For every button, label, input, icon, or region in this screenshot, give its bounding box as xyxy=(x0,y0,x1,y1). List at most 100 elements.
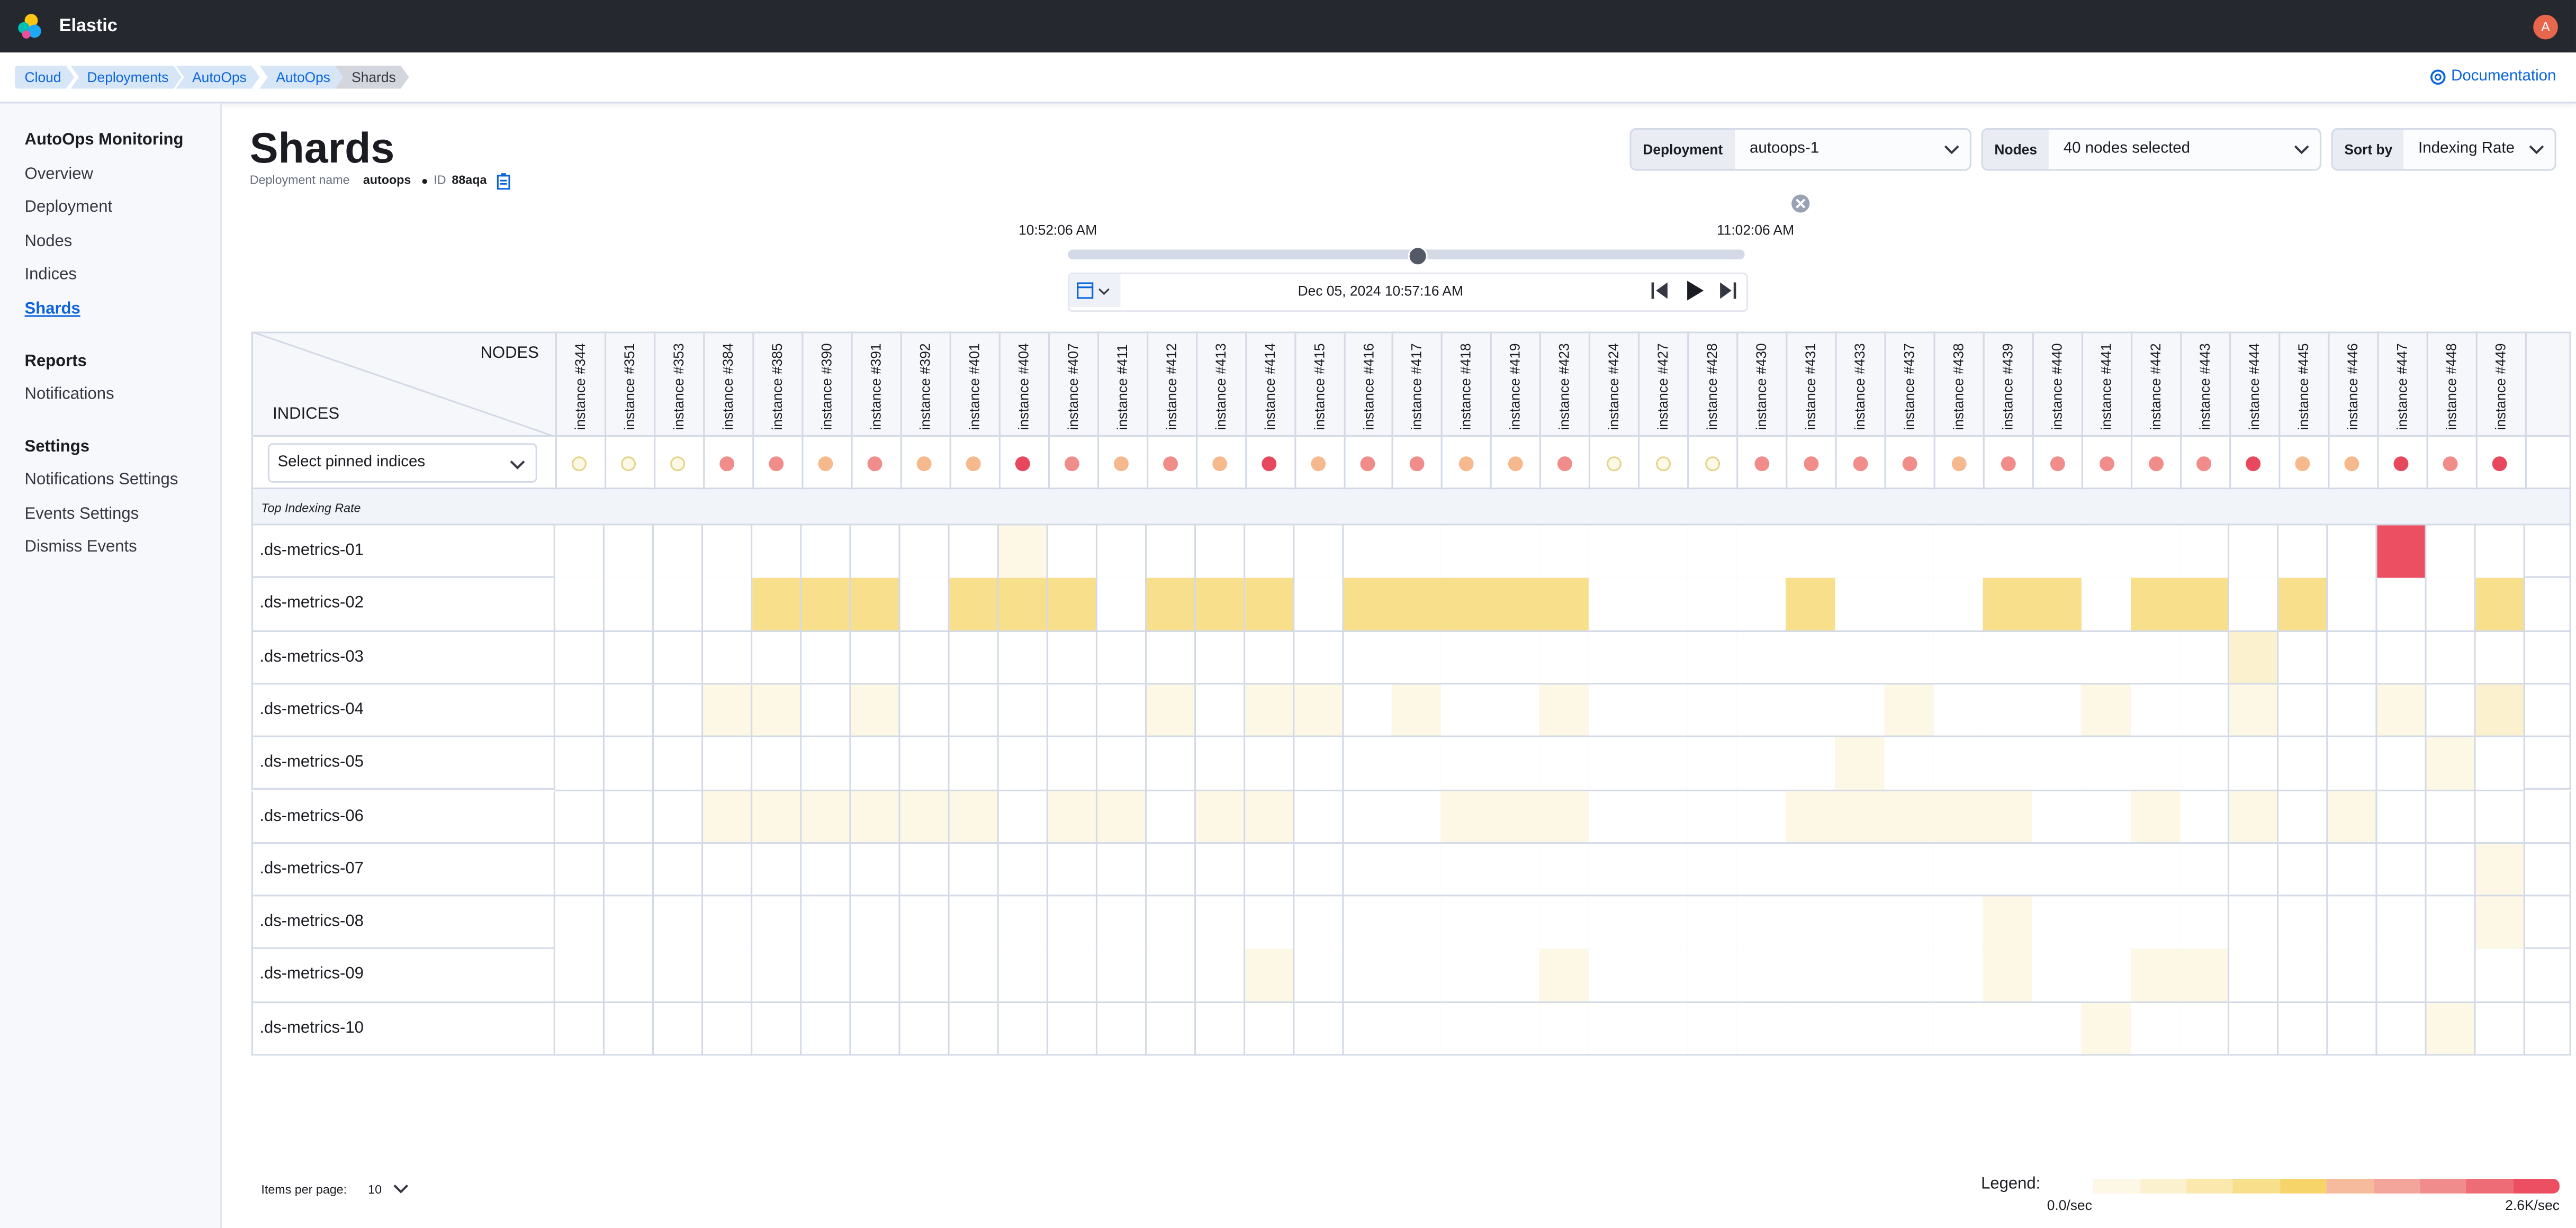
heat-cell[interactable] xyxy=(2082,525,2132,579)
heat-cell[interactable] xyxy=(1638,737,1689,791)
heat-cell[interactable] xyxy=(1392,843,1443,897)
heat-cell[interactable] xyxy=(1934,1003,1984,1057)
heat-cell[interactable] xyxy=(2278,631,2329,685)
heat-cell[interactable] xyxy=(1195,684,1246,738)
heat-cell[interactable] xyxy=(1638,525,1689,579)
heat-cell[interactable] xyxy=(555,631,606,685)
heat-cell[interactable] xyxy=(1293,578,1344,632)
heat-cell[interactable] xyxy=(604,843,655,897)
heat-cell[interactable] xyxy=(998,843,1049,897)
heat-cell[interactable] xyxy=(1491,684,1541,738)
heat-cell[interactable] xyxy=(801,790,852,844)
heat-cell[interactable] xyxy=(801,684,852,738)
heat-cell[interactable] xyxy=(1786,1003,1836,1057)
heat-cell[interactable] xyxy=(899,684,950,738)
heat-cell[interactable] xyxy=(2229,896,2280,950)
heat-cell[interactable] xyxy=(1688,525,1738,579)
heat-cell[interactable] xyxy=(653,578,704,632)
heat-cell[interactable] xyxy=(801,843,852,897)
heat-cell[interactable] xyxy=(850,684,901,738)
heat-cell[interactable] xyxy=(801,525,852,579)
heat-cell[interactable] xyxy=(1244,525,1295,579)
sidebar-item[interactable]: Shards xyxy=(24,300,80,319)
breadcrumb[interactable]: AutoOps xyxy=(259,66,344,88)
heat-cell[interactable] xyxy=(2082,1003,2132,1057)
heat-cell[interactable] xyxy=(1343,525,1393,579)
heat-cell[interactable] xyxy=(801,737,852,791)
heat-cell[interactable] xyxy=(2180,1003,2230,1057)
heat-cell[interactable] xyxy=(1195,896,1246,950)
heat-cell[interactable] xyxy=(2426,949,2476,1004)
heat-cell[interactable] xyxy=(1442,631,1492,685)
heat-cell[interactable] xyxy=(1934,684,1984,738)
heat-cell[interactable] xyxy=(2426,1003,2476,1057)
heat-cell[interactable] xyxy=(2328,843,2378,897)
heat-cell[interactable] xyxy=(1688,896,1738,950)
heat-cell[interactable] xyxy=(1885,843,1935,897)
heat-cell[interactable] xyxy=(1885,737,1935,791)
heat-cell[interactable] xyxy=(604,684,655,738)
heat-cell[interactable] xyxy=(555,896,606,950)
heat-cell[interactable] xyxy=(2032,684,2083,738)
heat-cell[interactable] xyxy=(1688,949,1738,1004)
heat-cell[interactable] xyxy=(801,631,852,685)
heat-cell[interactable] xyxy=(1934,631,1984,685)
heat-cell[interactable] xyxy=(2229,631,2280,685)
heat-cell[interactable] xyxy=(998,737,1049,791)
breadcrumb[interactable]: AutoOps xyxy=(176,66,260,88)
heat-cell[interactable] xyxy=(2377,896,2427,950)
heat-cell[interactable] xyxy=(1491,843,1541,897)
heat-cell[interactable] xyxy=(2278,1003,2329,1057)
avatar[interactable]: A xyxy=(2533,14,2558,40)
heat-cell[interactable] xyxy=(899,843,950,897)
heat-cell[interactable] xyxy=(1195,1003,1246,1057)
heat-cell[interactable] xyxy=(1392,737,1443,791)
heat-cell[interactable] xyxy=(2278,578,2329,632)
heat-cell[interactable] xyxy=(1195,949,1246,1004)
heat-cell[interactable] xyxy=(2032,843,2083,897)
heat-cell[interactable] xyxy=(555,949,606,1004)
heat-cell[interactable] xyxy=(2131,1003,2181,1057)
heat-cell[interactable] xyxy=(1737,896,1787,950)
heat-cell[interactable] xyxy=(2475,843,2526,897)
heat-cell[interactable] xyxy=(702,684,753,738)
heat-cell[interactable] xyxy=(1146,578,1196,632)
heat-cell[interactable] xyxy=(1540,949,1590,1004)
heat-cell[interactable] xyxy=(752,578,803,632)
heat-cell[interactable] xyxy=(1983,684,2033,738)
heat-cell[interactable] xyxy=(2229,578,2280,632)
heat-cell[interactable] xyxy=(1786,631,1836,685)
heat-cell[interactable] xyxy=(2426,896,2476,950)
heat-cell[interactable] xyxy=(1293,896,1344,950)
heat-cell[interactable] xyxy=(1885,1003,1935,1057)
heat-cell[interactable] xyxy=(1343,631,1393,685)
heat-cell[interactable] xyxy=(604,790,655,844)
heat-cell[interactable] xyxy=(2082,631,2132,685)
heat-cell[interactable] xyxy=(1835,525,1886,579)
heat-cell[interactable] xyxy=(1885,790,1935,844)
heat-cell[interactable] xyxy=(1244,1003,1295,1057)
heat-cell[interactable] xyxy=(1835,843,1886,897)
heat-cell[interactable] xyxy=(2377,525,2427,579)
heat-cell[interactable] xyxy=(1786,790,1836,844)
heat-cell[interactable] xyxy=(2180,896,2230,950)
heat-cell[interactable] xyxy=(1293,684,1344,738)
heat-cell[interactable] xyxy=(801,578,852,632)
heat-cell[interactable] xyxy=(1047,737,1098,791)
heat-cell[interactable] xyxy=(2180,525,2230,579)
heat-cell[interactable] xyxy=(1786,843,1836,897)
heat-cell[interactable] xyxy=(1195,631,1246,685)
sidebar-item[interactable]: Dismiss Events xyxy=(24,539,137,557)
heat-cell[interactable] xyxy=(604,631,655,685)
heat-cell[interactable] xyxy=(1392,949,1443,1004)
heat-cell[interactable] xyxy=(850,1003,901,1057)
heat-cell[interactable] xyxy=(1983,631,2033,685)
heat-cell[interactable] xyxy=(653,896,704,950)
heat-cell[interactable] xyxy=(1047,843,1098,897)
heat-cell[interactable] xyxy=(2131,843,2181,897)
slider-track[interactable] xyxy=(1068,249,1745,260)
heat-cell[interactable] xyxy=(1146,631,1196,685)
heat-cell[interactable] xyxy=(1293,1003,1344,1057)
heat-cell[interactable] xyxy=(2131,790,2181,844)
control-select[interactable]: Deployment autoops-1 xyxy=(1629,128,1971,171)
